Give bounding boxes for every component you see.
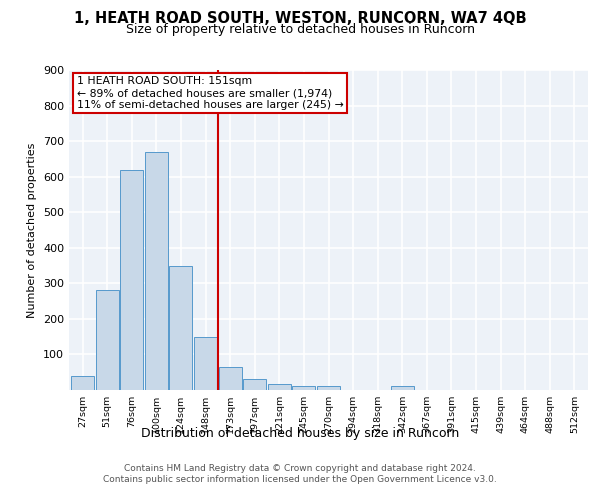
Bar bbox=[218, 367, 242, 390]
Bar bbox=[71, 376, 94, 390]
Text: 1, HEATH ROAD SOUTH, WESTON, RUNCORN, WA7 4QB: 1, HEATH ROAD SOUTH, WESTON, RUNCORN, WA… bbox=[74, 11, 526, 26]
Bar bbox=[120, 170, 143, 390]
Bar bbox=[243, 380, 266, 390]
Bar bbox=[317, 386, 340, 390]
Bar bbox=[194, 338, 217, 390]
Y-axis label: Number of detached properties: Number of detached properties bbox=[28, 142, 37, 318]
Text: Size of property relative to detached houses in Runcorn: Size of property relative to detached ho… bbox=[125, 22, 475, 36]
Bar bbox=[169, 266, 193, 390]
Text: Contains HM Land Registry data © Crown copyright and database right 2024.: Contains HM Land Registry data © Crown c… bbox=[124, 464, 476, 473]
Text: 1 HEATH ROAD SOUTH: 151sqm
← 89% of detached houses are smaller (1,974)
11% of s: 1 HEATH ROAD SOUTH: 151sqm ← 89% of deta… bbox=[77, 76, 344, 110]
Text: Contains public sector information licensed under the Open Government Licence v3: Contains public sector information licen… bbox=[103, 475, 497, 484]
Bar bbox=[391, 386, 414, 390]
Text: Distribution of detached houses by size in Runcorn: Distribution of detached houses by size … bbox=[141, 428, 459, 440]
Bar bbox=[268, 384, 291, 390]
Bar bbox=[145, 152, 168, 390]
Bar bbox=[95, 290, 119, 390]
Bar bbox=[292, 386, 316, 390]
